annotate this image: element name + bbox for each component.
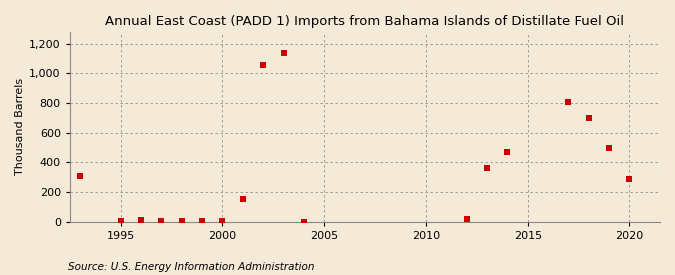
Point: [136, 218, 146, 222]
Point: [156, 218, 167, 223]
Point: [217, 219, 228, 223]
Point: [258, 63, 269, 67]
Point: [278, 51, 289, 55]
Point: [75, 174, 86, 178]
Y-axis label: Thousand Barrels: Thousand Barrels: [15, 78, 25, 175]
Point: [583, 116, 594, 120]
Point: [196, 218, 207, 223]
Point: [176, 219, 187, 223]
Text: Source: U.S. Energy Information Administration: Source: U.S. Energy Information Administ…: [68, 262, 314, 272]
Point: [298, 219, 309, 224]
Point: [482, 166, 493, 170]
Point: [624, 177, 635, 181]
Point: [603, 145, 614, 150]
Point: [563, 100, 574, 104]
Point: [238, 197, 248, 201]
Point: [502, 150, 513, 154]
Point: [115, 219, 126, 223]
Title: Annual East Coast (PADD 1) Imports from Bahama Islands of Distillate Fuel Oil: Annual East Coast (PADD 1) Imports from …: [105, 15, 624, 28]
Point: [461, 216, 472, 221]
